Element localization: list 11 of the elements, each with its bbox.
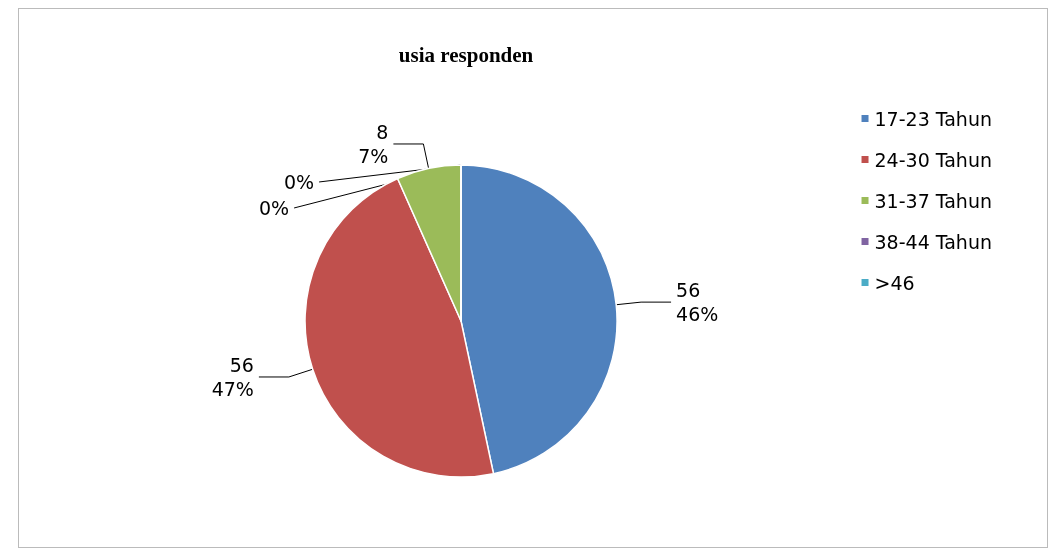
legend-label: 24-30 Tahun <box>874 148 993 171</box>
data-label: 56 46% <box>676 279 719 326</box>
data-label: 8 7% <box>358 120 389 167</box>
legend-label: 17-23 Tahun <box>874 107 993 130</box>
chart-title: usia responden <box>398 42 534 67</box>
text: 0% <box>283 170 315 193</box>
legend-label: 38-44 Tahun <box>874 230 993 253</box>
legend-label: 31-37 Tahun <box>874 189 993 212</box>
text: 0% <box>258 196 290 219</box>
data-label: 56 47% <box>211 353 254 400</box>
legend-label: >46 <box>874 271 915 294</box>
